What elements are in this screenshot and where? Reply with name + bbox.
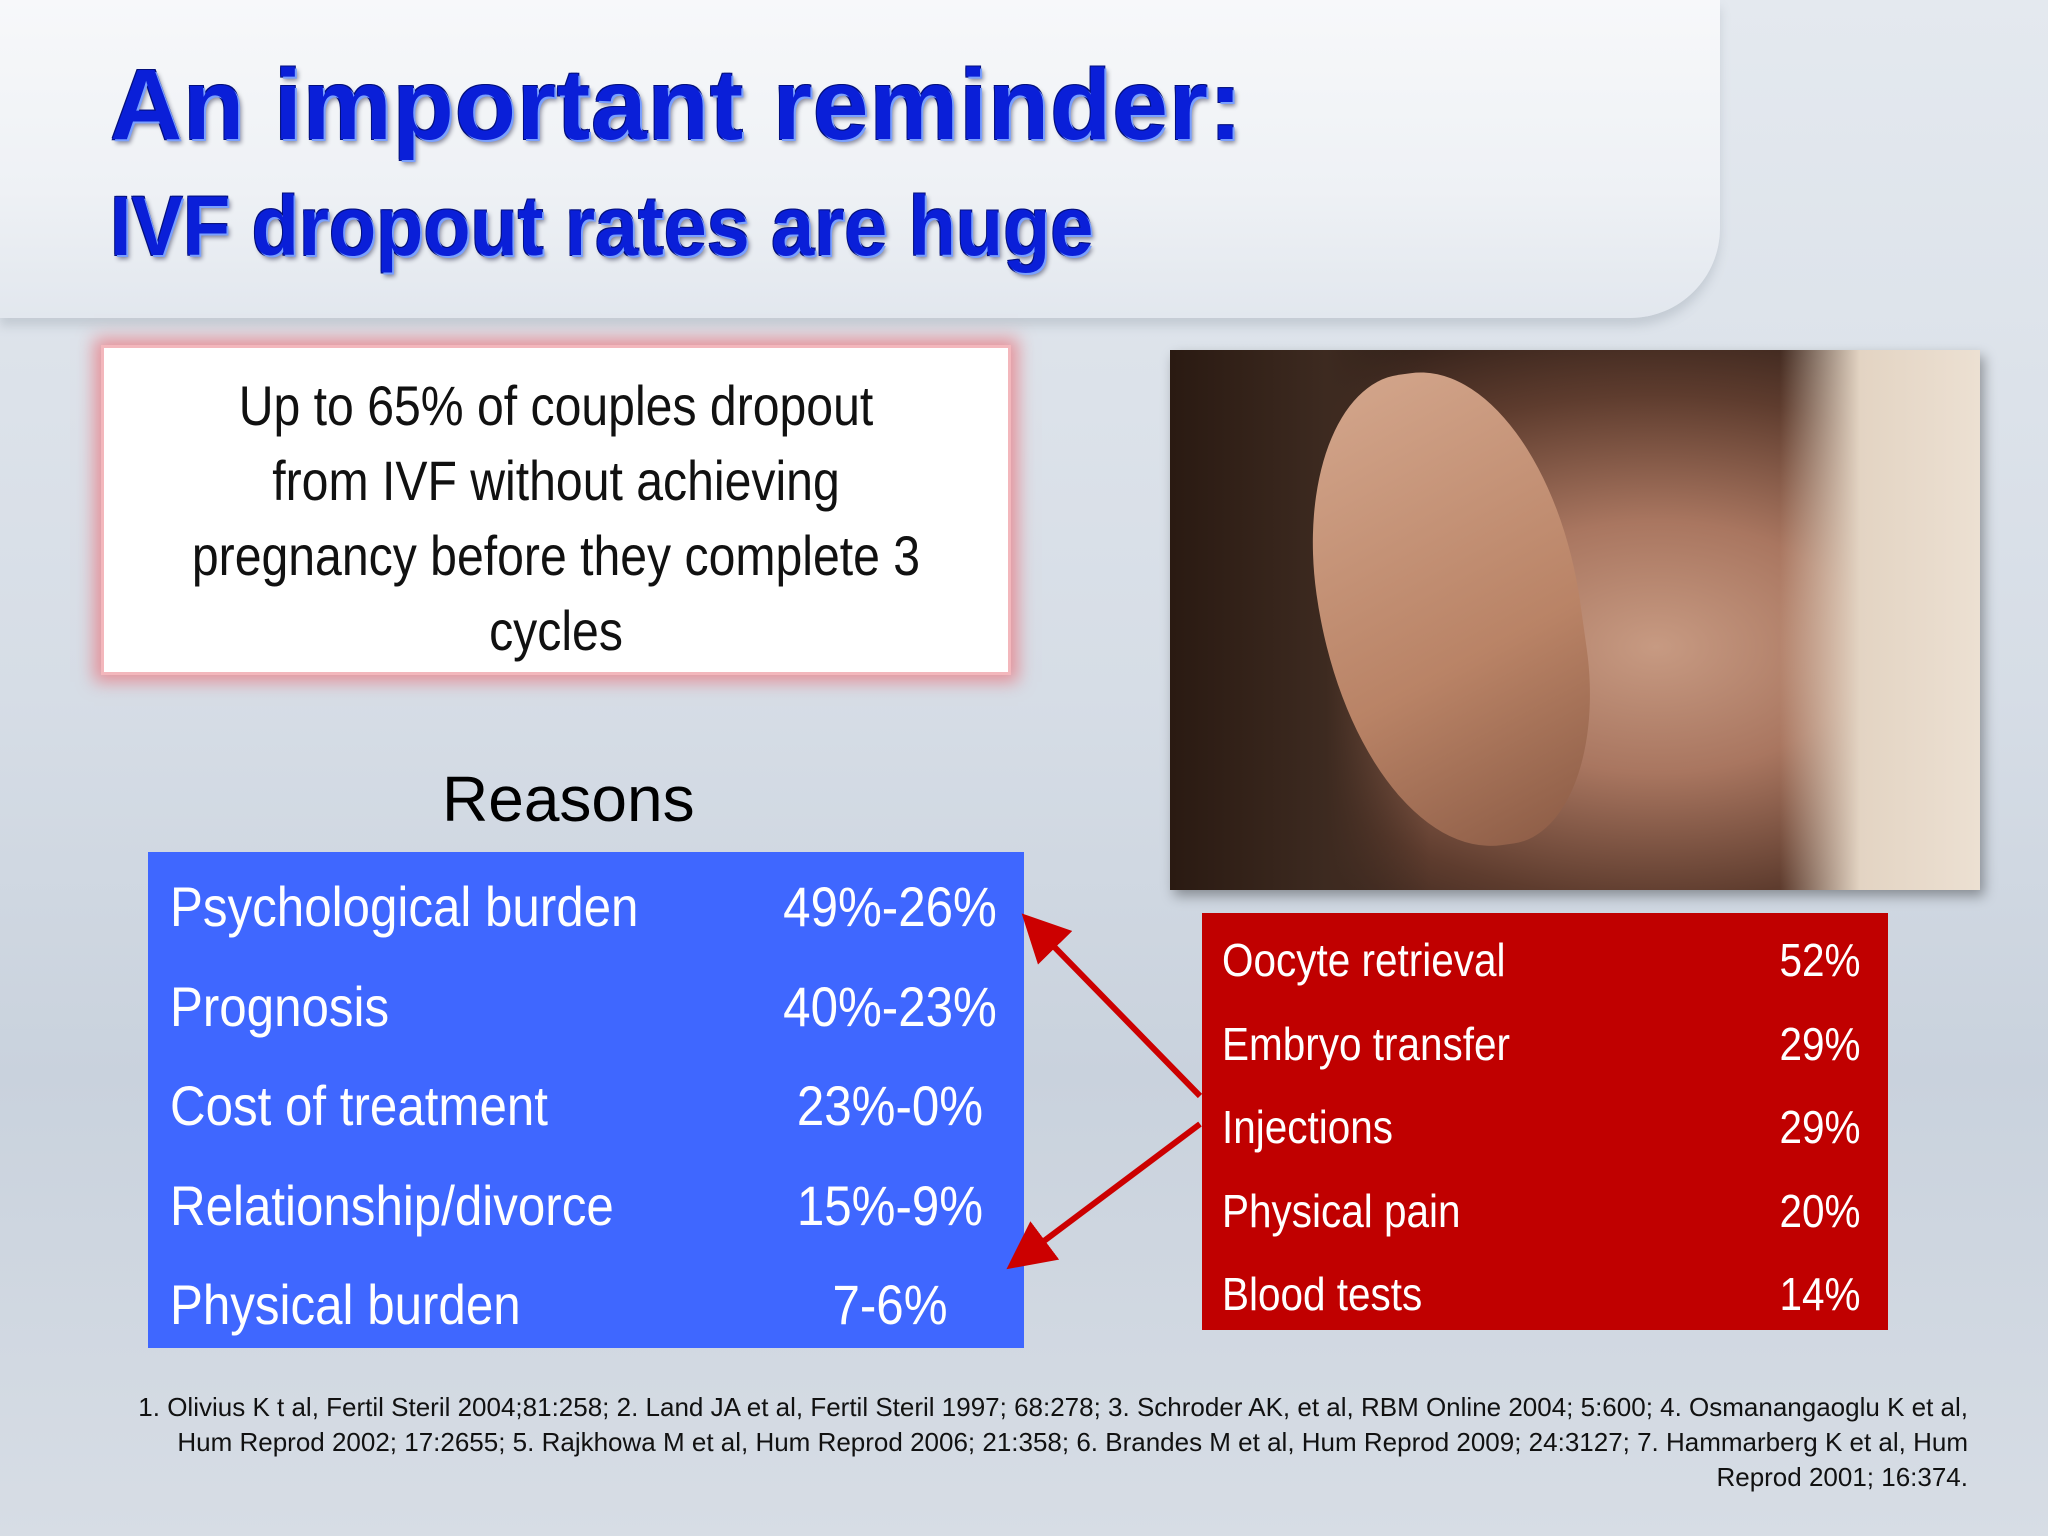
reason-label: Relationship/divorce [170,1173,614,1237]
physical-value: 29% [1779,1017,1861,1070]
reasons-heading: Reasons [442,763,695,835]
reason-value: 7-6% [832,1273,948,1336]
reason-value: 40%-23% [783,974,997,1038]
title-banner [0,0,1720,318]
physical-row: Physical pain 20% [1222,1178,1888,1262]
reasons-table: Psychological burden 49%-26% Prognosis 4… [148,852,1024,1348]
dropout-callout-box: Up to 65% of couples dropout from IVF wi… [104,348,1008,672]
physical-value: 29% [1779,1101,1861,1153]
slide-subtitle: IVF dropout rates are huge [110,179,1094,273]
physical-label: Injections [1222,1101,1394,1153]
reason-label: Prognosis [170,974,390,1038]
references: 1. Olivius K t al, Fertil Steril 2004;81… [138,1392,1968,1492]
reason-row: Prognosis 40%-23% [170,966,1024,1066]
photo-background [1780,350,1980,890]
reason-value: 23%-0% [796,1074,984,1137]
physical-row: Blood tests 14% [1222,1261,1888,1345]
physical-label: Physical pain [1222,1184,1461,1237]
callout-text: Up to 65% of couples dropout from IVF wi… [191,374,921,662]
physical-label: Embryo transfer [1222,1017,1510,1070]
physical-row: Oocyte retrieval 52% [1222,927,1888,1011]
physical-label: Oocyte retrieval [1222,934,1506,986]
reason-label: Psychological burden [170,875,639,938]
reason-row: Psychological burden 49%-26% [170,866,1024,966]
physical-row: Injections 29% [1222,1094,1888,1178]
reason-row: Cost of treatment 23%-0% [170,1065,1024,1165]
physical-value: 52% [1779,934,1861,986]
reason-label: Cost of treatment [170,1074,548,1137]
reason-value: 49%-26% [783,875,997,938]
reason-row: Physical burden 7-6% [170,1264,1024,1364]
reason-label: Physical burden [170,1273,521,1336]
reason-value: 15%-9% [796,1173,984,1237]
physical-label: Blood tests [1222,1268,1423,1320]
reason-row: Relationship/divorce 15%-9% [170,1165,1024,1265]
physical-row: Embryo transfer 29% [1222,1011,1888,1095]
crying-woman-photo [1170,350,1980,890]
physical-burden-table: Oocyte retrieval 52% Embryo transfer 29%… [1202,913,1888,1330]
physical-value: 20% [1779,1184,1861,1237]
slide-title: An important reminder: [110,49,1244,161]
physical-value: 14% [1779,1268,1861,1320]
